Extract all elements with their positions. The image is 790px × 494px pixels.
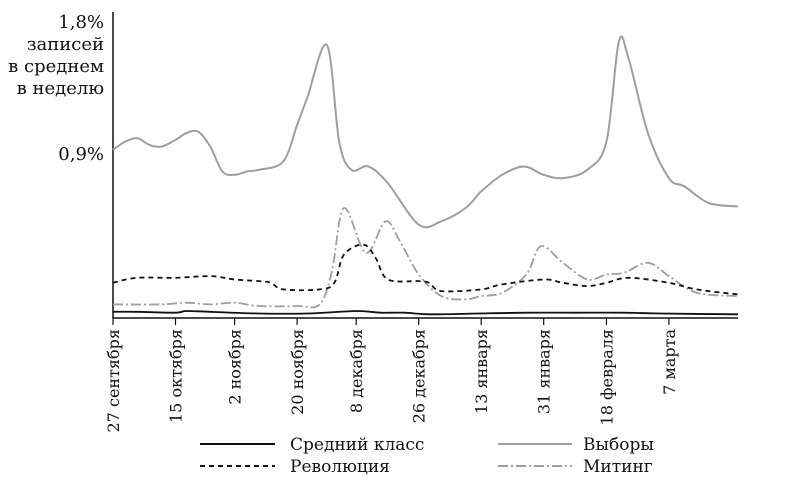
x-tick-label: 20 ноября (288, 329, 307, 415)
x-tick-label: 13 января (472, 329, 491, 414)
series-line-rally (112, 207, 739, 309)
x-tick-label: 8 декабря (347, 329, 366, 413)
legend-label-revolution: Революция (290, 457, 390, 477)
series-line-middle-class (112, 310, 739, 316)
x-tick-label: 2 ноября (226, 329, 245, 405)
legend-label-middle-class: Средний класс (290, 435, 424, 455)
x-tick-label: 15 октября (167, 329, 186, 423)
x-tick-label: 27 сентября (104, 329, 123, 432)
y-axis-label-line-1: записей (27, 34, 104, 55)
x-tick-label: 26 декабря (410, 329, 429, 423)
y-tick-label-mid: 0,9% (58, 144, 104, 165)
y-axis-label-line-3: в неделю (17, 78, 104, 99)
x-tick-layer: 27 сентября 15 октября 2 ноября 20 ноября 8 … (104, 318, 679, 432)
series-layer (112, 35, 739, 316)
series-line-revolution (112, 243, 739, 296)
legend: Средний класс Выборы Революция Митинг (200, 435, 654, 477)
series-line-elections (112, 35, 739, 229)
y-tick-label-top: 1,8% (58, 12, 104, 33)
legend-label-rally: Митинг (583, 457, 653, 477)
y-axis-label-line-2: в среднем (8, 56, 104, 77)
legend-label-elections: Выборы (583, 435, 654, 455)
x-tick-label: 7 марта (660, 329, 679, 395)
x-tick-label: 18 февраля (597, 329, 616, 425)
x-tick-label: 31 января (535, 329, 554, 414)
